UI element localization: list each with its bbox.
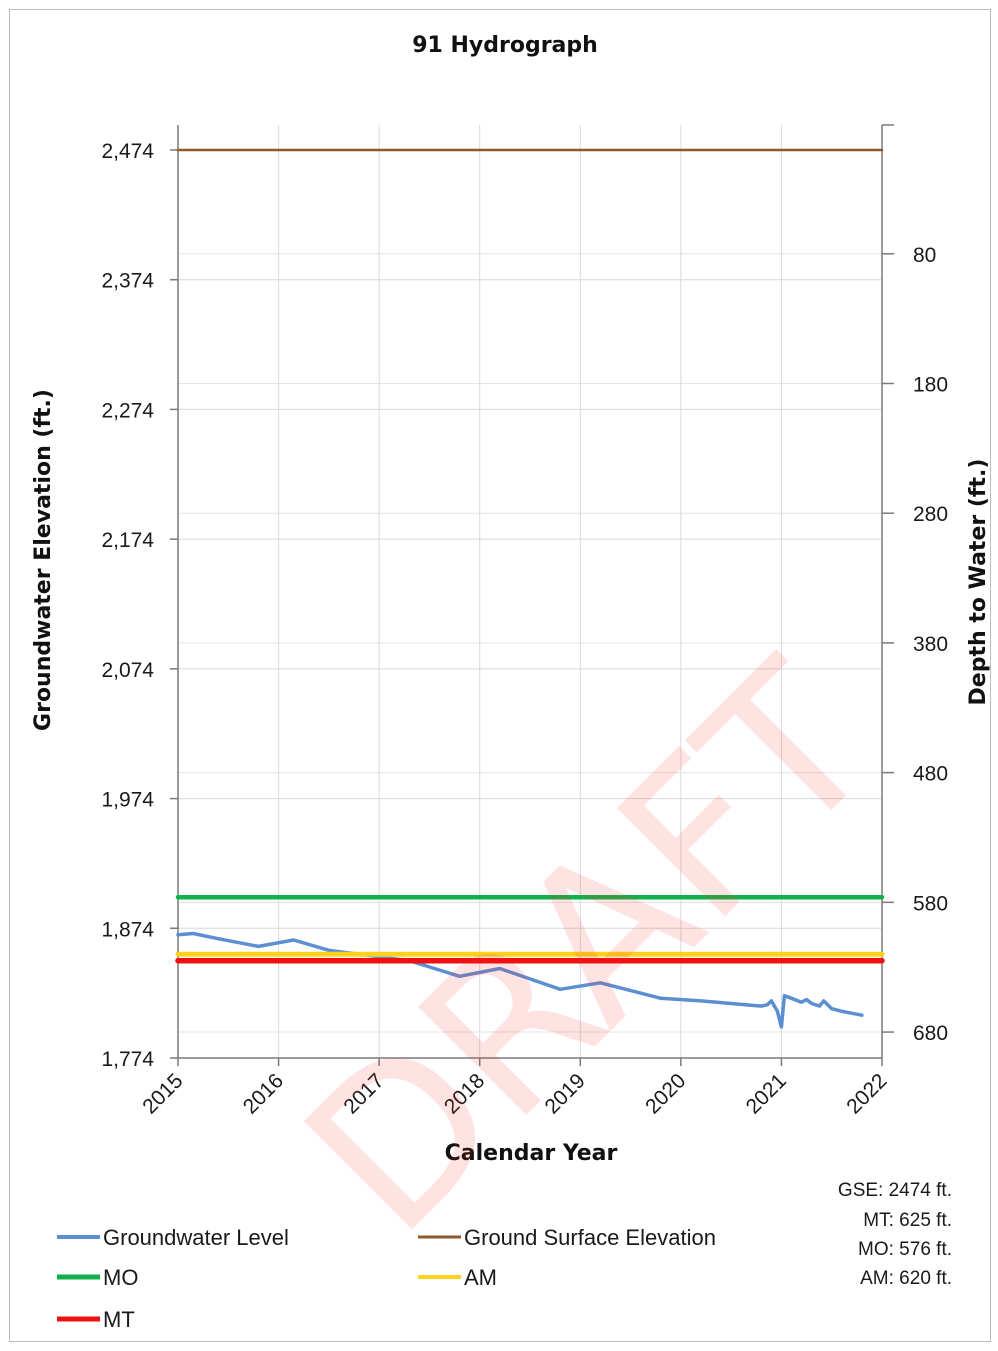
legend-label-am: AM [464,1265,497,1290]
note-gse: GSE: 2474 ft. [838,1180,952,1201]
right-tick-label-0: 80 [913,244,936,267]
right-tick-label-3: 380 [913,633,948,656]
draft-watermark: DRAFT [260,619,920,1279]
right-tick-label-2: 280 [913,503,948,526]
x-tick-label-0: 2015 [138,1069,187,1118]
x-tick-label-6: 2021 [742,1069,791,1118]
right-tick-label-6: 680 [913,1022,948,1045]
series-lines [175,148,885,1029]
x-tick-label-5: 2020 [641,1069,690,1118]
chart-frame [9,9,991,1342]
chart-title: 91 Hydrograph [412,33,598,58]
legend-label-mt: MT [103,1307,135,1332]
x-tick-label-7: 2022 [842,1069,891,1118]
left-tick-label-0: 2,474 [101,140,154,163]
left-tick-label-5: 1,974 [101,789,154,812]
left-tick-label-3: 2,174 [101,529,154,552]
x-axis-label: Calendar Year [445,1141,618,1166]
legend: Groundwater Level Ground Surface Elevati… [57,1225,716,1332]
left-axis-label: Groundwater Elevation (ft.) [31,389,56,731]
note-am: AM: 620 ft. [860,1268,952,1289]
right-axis-ticks: 80 180 280 380 480 580 680 [882,124,948,1045]
right-tick-label-4: 480 [913,763,948,786]
legend-label-ground-surface-elevation: Ground Surface Elevation [464,1225,716,1250]
threshold-notes: GSE: 2474 ft. MT: 625 ft. MO: 576 ft. AM… [838,1180,952,1289]
left-tick-label-4: 2,074 [101,659,154,682]
left-tick-label-2: 2,274 [101,399,154,422]
note-mo: MO: 576 ft. [858,1239,952,1260]
right-tick-label-1: 180 [913,373,948,396]
right-axis-label: Depth to Water (ft.) [966,459,991,706]
note-mt: MT: 625 ft. [863,1210,952,1231]
left-tick-label-6: 1,874 [101,918,154,941]
legend-label-groundwater-level: Groundwater Level [103,1225,289,1250]
legend-label-mo: MO [103,1265,138,1290]
right-tick-label-5: 580 [913,892,948,915]
left-tick-label-1: 2,374 [101,270,154,293]
left-axis-ticks: 2,474 2,374 2,274 2,174 2,074 1,974 1,874 1,774 [101,140,178,1071]
left-tick-label-7: 1,774 [101,1048,154,1071]
